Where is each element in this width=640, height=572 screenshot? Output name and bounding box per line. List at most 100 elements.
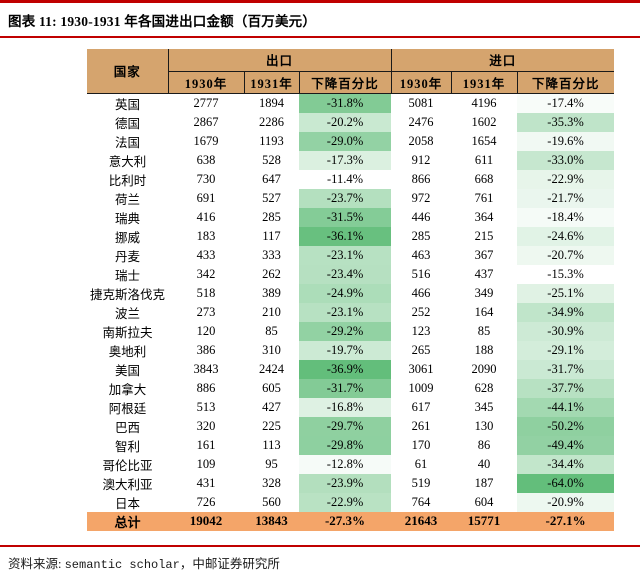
- import-decline-cell: -24.6%: [517, 226, 615, 246]
- export-1930-cell: 109: [196, 456, 216, 471]
- export-1931-cell: 1193: [259, 133, 284, 148]
- total-import-1930-cell: 21643: [391, 511, 452, 531]
- table-row: 比利时 730 647 -11.4% 866 668 -22.9%: [87, 169, 615, 189]
- import-1931-cell: 437: [474, 266, 494, 281]
- country-cell: 挪威: [114, 230, 140, 245]
- import-decline-cell: -34.9%: [517, 302, 615, 322]
- import-decline-cell: -37.7%: [517, 378, 615, 398]
- total-export-1931-cell: 13843: [244, 511, 299, 531]
- total-label-cell: 总计: [87, 511, 168, 531]
- import-1930-cell: 764: [411, 494, 431, 509]
- export-1931-cell: 210: [262, 304, 281, 319]
- import-1930-cell: 61: [414, 456, 428, 471]
- import-1931-cell: 604: [474, 494, 494, 509]
- export-decline-cell: -17.3%: [299, 150, 392, 170]
- import-decline-cell: -35.3%: [517, 112, 615, 132]
- export-1931-cell: 1894: [259, 95, 284, 110]
- import-decline-cell: -34.4%: [517, 454, 615, 474]
- export-1930-cell: 416: [196, 209, 216, 224]
- import-1930-cell: 912: [411, 152, 431, 167]
- export-decline-cell: -36.9%: [299, 359, 392, 379]
- table-row: 英国 2777 1894 -31.8% 5081 4196 -17.4%: [87, 93, 615, 113]
- country-cell: 比利时: [108, 173, 147, 188]
- export-decline-cell: -11.4%: [299, 169, 392, 189]
- country-cell: 美国: [114, 363, 140, 378]
- country-cell: 澳大利亚: [102, 477, 153, 492]
- table-row: 荷兰 691 527 -23.7% 972 761 -21.7%: [87, 188, 615, 208]
- import-1931-cell: 130: [474, 418, 494, 433]
- export-1931-cell: 328: [262, 475, 281, 490]
- total-import-1931-cell: 15771: [451, 511, 518, 531]
- country-cell: 意大利: [108, 154, 147, 169]
- source-name-en: semantic scholar: [64, 557, 180, 572]
- export-1930-cell: 3843: [193, 361, 219, 376]
- export-1931-cell: 527: [262, 190, 281, 205]
- import-1930-cell: 2476: [408, 114, 434, 129]
- country-cell: 阿根廷: [108, 401, 147, 416]
- title-divider-rule: [0, 36, 640, 38]
- import-1930-cell: 972: [411, 190, 431, 205]
- top-rule: [0, 0, 640, 3]
- table-row: 丹麦 433 333 -23.1% 463 367 -20.7%: [87, 245, 615, 265]
- total-row: 总计 19042 13843 -27.3% 21643 15771 -27.1%: [87, 511, 615, 531]
- import-1930-cell: 123: [411, 323, 431, 338]
- import-decline-cell: -49.4%: [517, 435, 615, 455]
- table-row: 南斯拉夫 120 85 -29.2% 123 85 -30.9%: [87, 321, 615, 341]
- import-1931-cell: 85: [477, 323, 491, 338]
- country-cell: 波兰: [114, 306, 140, 321]
- import-1930-cell: 1009: [408, 380, 434, 395]
- total-import-decline-cell: -27.1%: [517, 511, 615, 531]
- column-header-export-1931: 1931年: [243, 70, 300, 94]
- import-1930-cell: 252: [411, 304, 431, 319]
- export-1931-cell: 262: [262, 266, 281, 281]
- export-1931-cell: 427: [262, 399, 281, 414]
- country-cell: 日本: [114, 496, 140, 511]
- export-decline-cell: -29.2%: [299, 321, 392, 341]
- import-decline-cell: -18.4%: [517, 207, 615, 227]
- table-row: 加拿大 886 605 -31.7% 1009 628 -37.7%: [87, 378, 615, 398]
- import-1930-cell: 5081: [408, 95, 434, 110]
- export-decline-cell: -16.8%: [299, 397, 392, 417]
- import-decline-cell: -33.0%: [517, 150, 615, 170]
- source-label: 资料来源:: [8, 556, 65, 571]
- import-1930-cell: 170: [411, 437, 431, 452]
- total-export-decline-cell: -27.3%: [299, 511, 392, 531]
- import-decline-cell: -21.7%: [517, 188, 615, 208]
- export-1930-cell: 161: [196, 437, 216, 452]
- column-group-export: 出口: [167, 49, 392, 72]
- table-row: 哥伦比亚 109 95 -12.8% 61 40 -34.4%: [87, 454, 615, 474]
- export-1930-cell: 638: [196, 152, 216, 167]
- export-decline-cell: -23.7%: [299, 188, 392, 208]
- import-1931-cell: 611: [474, 152, 494, 167]
- country-cell: 丹麦: [114, 249, 140, 264]
- import-decline-cell: -17.4%: [517, 93, 615, 113]
- country-cell: 哥伦比亚: [102, 458, 153, 473]
- import-decline-cell: -50.2%: [517, 416, 615, 436]
- export-1930-cell: 1679: [193, 133, 219, 148]
- export-1930-cell: 726: [196, 494, 216, 509]
- export-1931-cell: 117: [262, 228, 281, 243]
- import-decline-cell: -31.7%: [517, 359, 615, 379]
- column-group-import: 进口: [390, 49, 615, 72]
- import-1930-cell: 446: [411, 209, 431, 224]
- export-decline-cell: -31.7%: [299, 378, 392, 398]
- export-1930-cell: 433: [196, 247, 216, 262]
- country-cell: 智利: [114, 439, 140, 454]
- export-1931-cell: 113: [262, 437, 281, 452]
- export-1930-cell: 431: [196, 475, 216, 490]
- import-1930-cell: 866: [411, 171, 431, 186]
- import-1931-cell: 668: [474, 171, 494, 186]
- export-1930-cell: 730: [196, 171, 216, 186]
- country-cell: 法国: [114, 135, 140, 150]
- table-container: 国家 出口 进口 1930年 1931年 下降百分比 1930年 1931年 下…: [87, 49, 640, 531]
- export-1930-cell: 120: [196, 323, 216, 338]
- import-1931-cell: 761: [474, 190, 494, 205]
- column-header-export-1930: 1930年: [167, 70, 245, 94]
- export-decline-cell: -36.1%: [299, 226, 392, 246]
- import-1931-cell: 188: [474, 342, 494, 357]
- import-1931-cell: 40: [477, 456, 491, 471]
- export-1930-cell: 273: [196, 304, 216, 319]
- export-1931-cell: 333: [262, 247, 281, 262]
- import-1931-cell: 1654: [471, 133, 497, 148]
- export-1931-cell: 605: [262, 380, 281, 395]
